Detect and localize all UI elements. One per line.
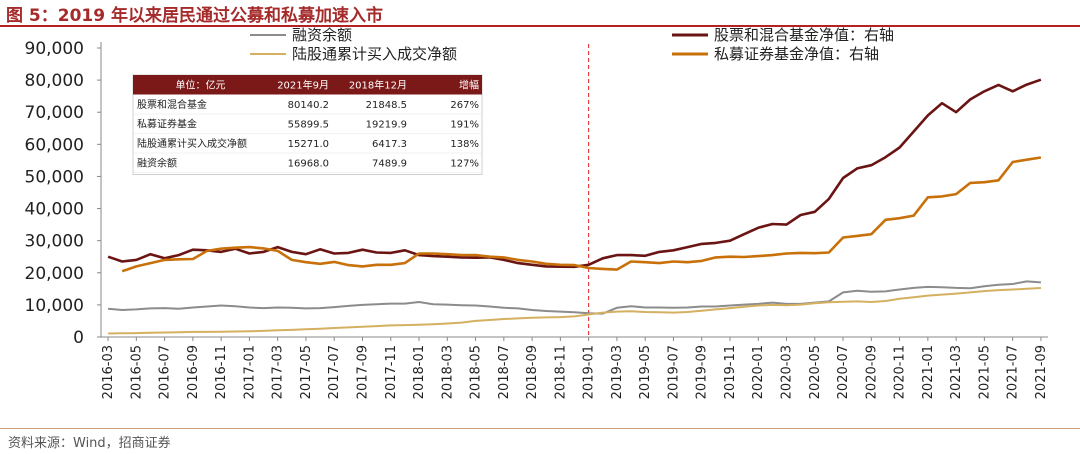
table-cell: 6417.3 — [372, 139, 407, 150]
x-tick-label: 2017-09 — [355, 345, 370, 399]
table-header-cell: 2021年9月 — [277, 79, 329, 92]
x-tick-label: 2016-05 — [129, 345, 144, 399]
series-line-2 — [107, 78, 1042, 269]
x-tick-label: 2020-01 — [751, 345, 766, 399]
y-tick-label: 20,000 — [25, 264, 84, 284]
y-tick-label: 10,000 — [25, 296, 84, 316]
series-line-1 — [108, 287, 1041, 335]
table-header-bg — [133, 75, 482, 95]
table-header-cell: 增幅 — [459, 79, 479, 92]
x-tick-label: 2021-09 — [1034, 345, 1049, 399]
x-tick-label: 2018-01 — [412, 345, 427, 399]
table-cell: 21848.5 — [366, 100, 407, 111]
legend-label: 陆股通累计买入成交净额 — [292, 45, 457, 63]
x-tick-label: 2019-01 — [582, 345, 597, 399]
table-cell: 16968.0 — [288, 159, 329, 170]
title-rule — [0, 25, 1080, 27]
bottom-rule — [0, 428, 1080, 429]
x-tick-label: 2019-05 — [638, 345, 653, 399]
x-tick-label: 2017-01 — [242, 345, 257, 399]
y-tick-label: 50,000 — [25, 167, 84, 187]
table-cell: 191% — [450, 120, 479, 131]
y-tick-label: 80,000 — [25, 71, 84, 91]
table-cell: 127% — [450, 159, 479, 170]
x-tick-label: 2021-05 — [977, 345, 992, 399]
line-chart: 0 10,000 20,000 30,000 40,000 50,000 60,000 70,… — [25, 26, 1049, 399]
x-tick-label: 2019-07 — [666, 345, 681, 399]
x-tick-label: 2021-07 — [1006, 345, 1021, 399]
table-cell: 15271.0 — [288, 139, 329, 150]
table-cell: 80140.2 — [288, 100, 329, 111]
x-tick-label: 2020-05 — [808, 345, 823, 399]
figure-title: 图 5：2019 年以来居民通过公募和私募加速入市 — [6, 6, 383, 26]
table-header-cell: 单位：亿元 — [176, 79, 226, 92]
x-tick-label: 2019-03 — [610, 345, 625, 399]
x-tick-label: 2018-03 — [440, 345, 455, 399]
y-tick-label: 60,000 — [25, 135, 84, 155]
legend-label: 股票和混合基金净值：右轴 — [714, 26, 894, 44]
x-tick-label: 2021-01 — [921, 345, 936, 399]
legend-label: 私募证券基金净值：右轴 — [714, 45, 879, 63]
axes: 0 10,000 20,000 30,000 40,000 50,000 60,000 70,… — [25, 39, 1049, 399]
x-tick-label: 2016-11 — [214, 345, 229, 399]
x-tick-label: 2017-03 — [271, 345, 286, 399]
x-tick-label: 2017-07 — [327, 345, 342, 399]
x-tick-label: 2018-05 — [469, 345, 484, 399]
table-header-cell: 2018年12月 — [349, 79, 407, 92]
y-tick-label: 0 — [73, 328, 84, 348]
x-tick-label: 2020-07 — [836, 345, 851, 399]
y-tick-label: 70,000 — [25, 103, 84, 123]
x-tick-label: 2018-07 — [497, 345, 512, 399]
x-tick-label: 2019-09 — [695, 345, 710, 399]
table-cell: 融资余额 — [137, 157, 177, 170]
y-tick-label: 40,000 — [25, 200, 84, 220]
series-line-0 — [108, 280, 1041, 315]
x-tick-label: 2021-03 — [949, 345, 964, 399]
series-line-3 — [121, 156, 1042, 273]
table-cell: 7489.9 — [372, 159, 407, 170]
x-tick-label: 2020-09 — [864, 345, 879, 399]
x-tick-label: 2018-11 — [553, 345, 568, 399]
x-tick-label: 2017-11 — [384, 345, 399, 399]
x-tick-label: 2020-11 — [893, 345, 908, 399]
y-tick-label: 90,000 — [25, 39, 84, 59]
table-cell: 138% — [450, 139, 479, 150]
table-cell: 19219.9 — [366, 120, 407, 131]
x-tick-label: 2016-09 — [186, 345, 201, 399]
x-tick-label: 2018-09 — [525, 345, 540, 399]
source-note: 资料来源：Wind，招商证券 — [8, 436, 171, 451]
table-cell: 267% — [450, 100, 479, 111]
x-tick-label: 2016-03 — [101, 345, 116, 399]
table-cell: 股票和混合基金 — [137, 98, 207, 111]
x-tick-label: 2020-03 — [780, 345, 795, 399]
y-tick-label: 30,000 — [25, 232, 84, 252]
x-tick-label: 2017-05 — [299, 345, 314, 399]
x-tick-label: 2019-11 — [723, 345, 738, 399]
x-tick-label: 2016-07 — [158, 345, 173, 399]
table-cell: 私募证券基金 — [137, 118, 197, 131]
table-cell: 55899.5 — [288, 120, 329, 131]
series-group — [107, 78, 1042, 335]
legend-label: 融资余额 — [292, 26, 352, 44]
table-cell: 陆股通累计买入成交净额 — [137, 137, 247, 150]
